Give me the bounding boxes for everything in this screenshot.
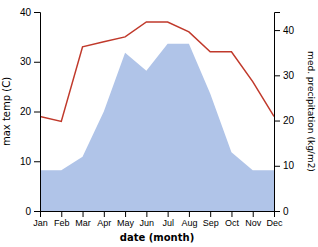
tick: 20 (20, 106, 40, 117)
tick-label: 20 (283, 115, 295, 126)
tick-mark (34, 211, 40, 212)
tick: 10 (20, 156, 40, 167)
tick-label: Jul (162, 218, 174, 228)
tick: Aug (181, 211, 197, 228)
tick-mark (231, 211, 232, 217)
tick: 20 (274, 115, 295, 126)
chart-svg: JanFebMarAprMayJunJulAugSepOctNovDec0102… (0, 0, 318, 247)
tick-label: Jan (33, 218, 48, 228)
tick-label: 20 (20, 106, 32, 117)
tick: 30 (274, 70, 295, 81)
tick: Feb (54, 211, 70, 228)
line (40, 22, 274, 122)
tick-label: Nov (245, 218, 262, 228)
tick-label: 30 (20, 56, 32, 67)
plot-area: JanFebMarAprMayJunJulAugSepOctNovDec0102… (20, 7, 295, 229)
tick-label: May (117, 218, 135, 228)
tick-mark (253, 211, 254, 217)
tick-label: Feb (54, 218, 70, 228)
tick: Jun (140, 211, 155, 228)
tick-label: 0 (25, 206, 31, 217)
tick-mark (83, 211, 84, 217)
tick-mark (146, 211, 147, 217)
tick-mark (210, 211, 211, 217)
tick-mark (274, 75, 280, 76)
tick: Oct (225, 211, 240, 228)
axis-domain (41, 212, 275, 218)
tick-mark (168, 211, 169, 217)
tick: Jul (162, 211, 174, 228)
tick: Nov (245, 211, 262, 228)
tick-label: Apr (97, 218, 111, 228)
tick-label: Mar (75, 218, 91, 228)
tick: Mar (75, 211, 91, 228)
tick-label: 10 (283, 160, 295, 171)
tick-label: 0 (283, 206, 289, 217)
tick: 10 (274, 160, 295, 171)
tick: 40 (274, 25, 295, 36)
tick-mark (61, 211, 62, 217)
tick-mark (274, 166, 280, 167)
tick: 30 (20, 56, 40, 67)
tick-mark (34, 12, 40, 13)
axis-domain (275, 13, 281, 212)
tick-label: Jun (140, 218, 155, 228)
tick-mark (125, 211, 126, 217)
tick-label: Dec (266, 218, 283, 228)
tick-label: 10 (20, 156, 32, 167)
area (40, 44, 274, 211)
tick: 0 (274, 206, 289, 217)
tick: Apr (97, 211, 111, 228)
x-axis-title: date (month) (120, 232, 194, 243)
tick-mark (274, 30, 280, 31)
tick-mark (274, 211, 280, 212)
tick-mark (34, 62, 40, 63)
tick-label: 40 (283, 25, 295, 36)
tick: 40 (20, 7, 40, 18)
tick: May (117, 211, 135, 228)
marks (40, 22, 274, 211)
axis-domain (34, 13, 41, 212)
tick: Jan (33, 211, 48, 228)
tick-label: Aug (181, 218, 197, 228)
tick: 0 (25, 206, 40, 217)
tick-mark (189, 211, 190, 217)
tick-mark (34, 161, 40, 162)
y2-axis-title: med. precipitation (kg/m2) (306, 51, 316, 172)
tick-mark (274, 121, 280, 122)
tick-label: 30 (283, 70, 295, 81)
chart-container: JanFebMarAprMayJunJulAugSepOctNovDec0102… (0, 0, 318, 247)
tick-label: 40 (20, 7, 32, 18)
x-axis: Jan Feb Mar Apr May Jun Jul Aug Sep Oct Nov Dec (33, 211, 283, 228)
y-axis: 0 10 20 30 40 (20, 7, 41, 217)
tick-mark (104, 211, 105, 217)
tick: Dec (266, 211, 283, 228)
y2-axis: 0 10 20 30 40 (274, 13, 295, 217)
tick: Sep (203, 211, 219, 228)
tick-label: Sep (203, 218, 219, 228)
y-axis-title: max temp (C) (1, 77, 12, 146)
tick-label: Oct (225, 218, 240, 228)
tick-mark (34, 112, 40, 113)
